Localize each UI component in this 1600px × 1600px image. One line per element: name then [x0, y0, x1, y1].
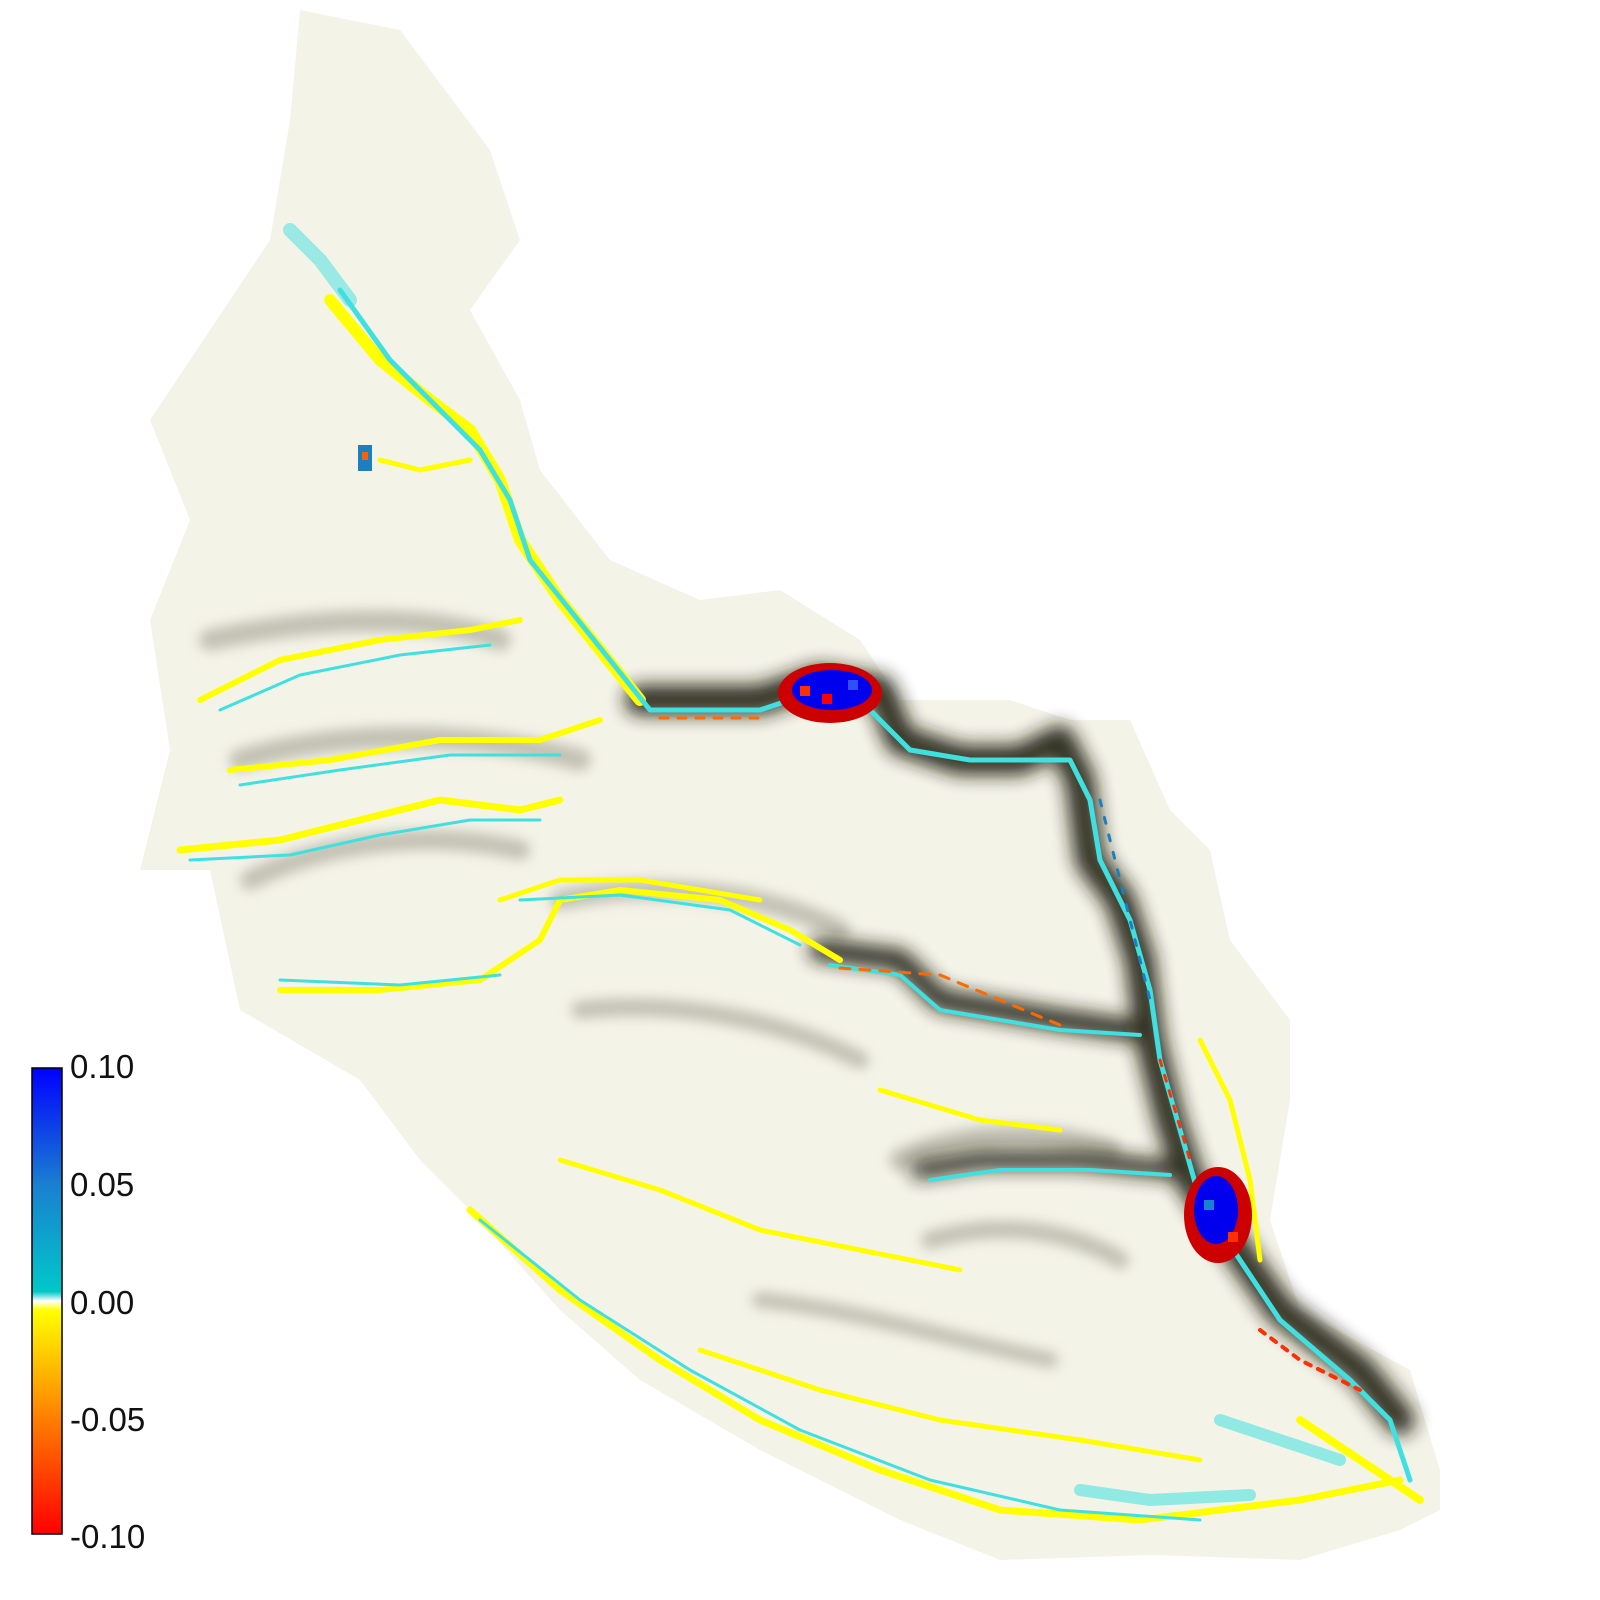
- colorbar-tick-label: 0.10: [70, 1048, 135, 1085]
- colorbar-tick-label: -0.05: [70, 1401, 146, 1438]
- watershed-area: [140, 10, 1440, 1560]
- change-hotspot-small: [358, 445, 372, 471]
- colorbar-gradient: [31, 1067, 63, 1535]
- channel-markers: [658, 716, 1362, 1392]
- colorbar-tick-label: 0.00: [70, 1284, 135, 1321]
- colorbar: [31, 1067, 63, 1535]
- colorbar-tick-label: -0.10: [70, 1518, 146, 1555]
- change-hotspot-lower: [1184, 1167, 1252, 1263]
- colorbar-tick-label: 0.05: [70, 1166, 135, 1203]
- change-hotspot-upper: [778, 663, 882, 723]
